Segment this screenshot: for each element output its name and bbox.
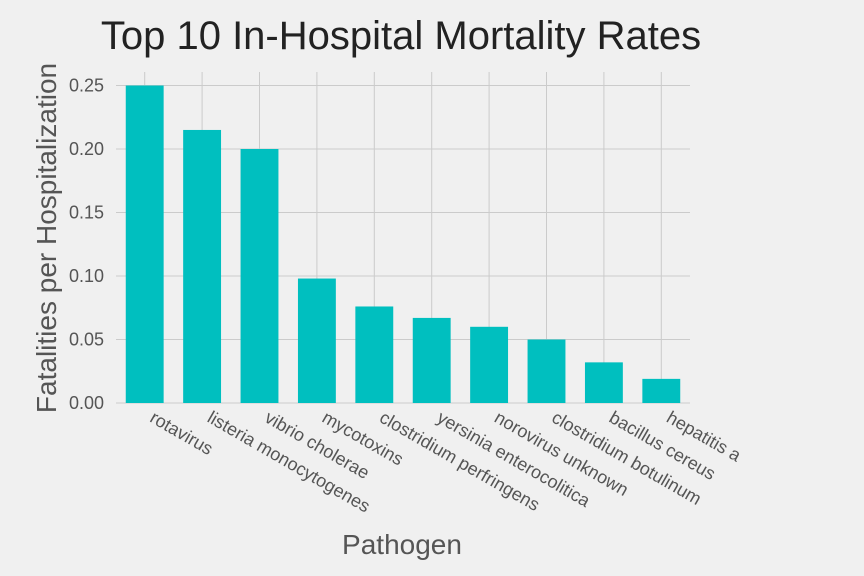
bar [297, 278, 336, 403]
y-tick-label: 0.10 [69, 266, 104, 286]
y-tick-label: 0.15 [69, 203, 104, 223]
bar [527, 339, 566, 403]
y-tick-label: 0.00 [69, 393, 104, 413]
bar [412, 317, 451, 403]
bar [355, 306, 394, 403]
bar [125, 85, 164, 403]
y-tick-labels: 0.00 0.05 0.10 0.15 0.20 0.25 [69, 76, 104, 414]
x-axis-label: Pathogen [342, 529, 462, 560]
bar [240, 149, 279, 403]
bar [584, 362, 623, 403]
y-tick-label: 0.05 [69, 330, 104, 350]
y-axis-label: Fatalities per Hospitalization [31, 63, 62, 413]
bar [642, 378, 681, 403]
bar [183, 129, 222, 403]
bar [470, 326, 509, 403]
chart-title: Top 10 In-Hospital Mortality Rates [101, 14, 701, 58]
y-tick-label: 0.20 [69, 139, 104, 159]
y-tick-label: 0.25 [69, 76, 104, 96]
bars [125, 85, 681, 403]
